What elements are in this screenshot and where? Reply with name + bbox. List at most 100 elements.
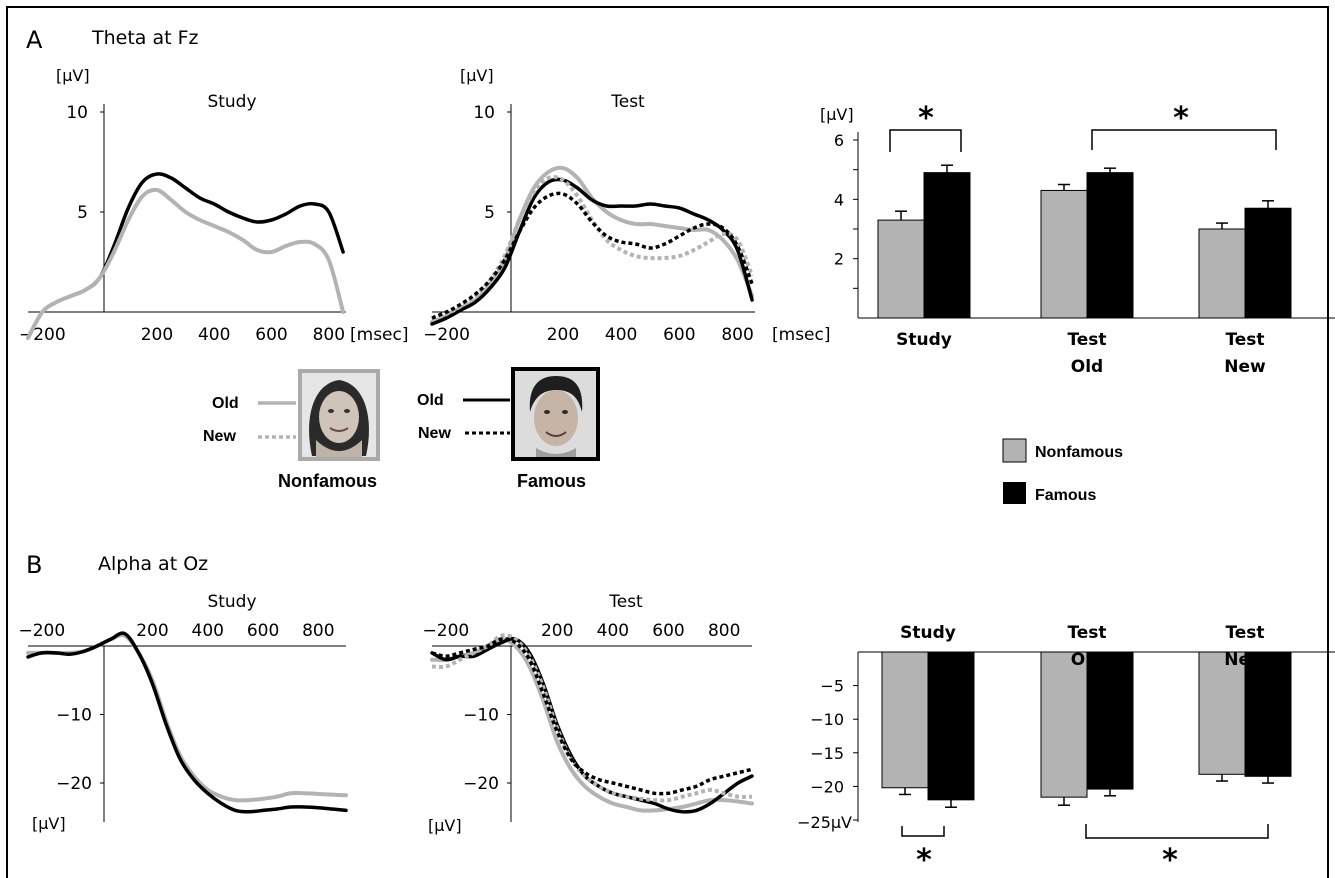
bar-nonfamous-test-old xyxy=(1040,651,1088,798)
alpha-study-chart: −10 −20 −200 200 400 600 800 [μV] Study xyxy=(18,592,348,833)
theta-bar-chart: 2 4 6 Study Test Old Test New [μV] * * xyxy=(820,101,1335,377)
y-tick-label: 5 xyxy=(484,203,495,223)
x-tick-label: −200 xyxy=(19,325,66,345)
theta-test-chart: 5 10 −200 200 400 600 800 [msec] [μV] Test xyxy=(423,66,830,345)
legend-new-label-famous: New xyxy=(418,425,451,442)
panel-a-letter: A xyxy=(26,26,43,54)
chart-title: Study xyxy=(207,92,256,112)
series-line-famous-old xyxy=(430,636,754,814)
category-label: Test xyxy=(1225,623,1264,643)
chart-title: Test xyxy=(608,592,643,612)
bar-famous-study xyxy=(923,172,971,319)
x-tick-label: 400 xyxy=(198,325,230,345)
series-line-nonfamous-old xyxy=(26,187,346,340)
y-axis-label: [μV] xyxy=(820,105,854,124)
face-legend: Old New Nonfamous Old New xyxy=(203,367,600,491)
x-tick-label: 400 xyxy=(597,621,629,641)
y-tick-label: −10 xyxy=(56,706,92,726)
y-tick-label: 10 xyxy=(473,103,495,123)
series-line-famous-old xyxy=(26,172,345,340)
panel-b-letter: B xyxy=(26,551,42,579)
x-tick-label: 800 xyxy=(721,325,753,345)
y-tick-label: −5 xyxy=(820,677,844,696)
legend-old-label-famous: Old xyxy=(417,392,444,409)
y-tick-label: 6 xyxy=(834,131,844,150)
series-line-famous-new xyxy=(431,191,754,320)
panel-a-title: Theta at Fz xyxy=(91,27,199,49)
alpha-test-chart: −10 −20 −200 200 400 600 800 [μV] Test xyxy=(423,592,754,835)
legend-nonfamous-caption: Nonfamous xyxy=(278,471,377,491)
x-axis-label: [msec] xyxy=(772,325,831,345)
y-axis-label: −25μV xyxy=(797,813,852,832)
bar-famous-test-new xyxy=(1244,207,1292,319)
category-label: Test xyxy=(1067,330,1106,350)
significance-bracket-study xyxy=(889,129,962,152)
y-axis-label: [μV] xyxy=(32,814,66,833)
figure-frame xyxy=(6,6,1329,878)
alpha-bar-chart: −5 −10 −15 −20 Study Test Old Test New −25μV * * xyxy=(797,623,1335,878)
theta-study-chart: 5 10 −200 200 400 600 800 [msec] [μV] Study xyxy=(19,66,409,345)
y-tick-label: −20 xyxy=(56,774,92,794)
famous-face-image xyxy=(511,367,600,461)
bar-nonfamous-study xyxy=(881,651,929,789)
x-tick-label: 600 xyxy=(247,621,279,641)
x-tick-label: 600 xyxy=(663,325,695,345)
y-tick-label: −10 xyxy=(463,706,499,726)
legend-bar-nonfamous: Nonfamous xyxy=(1035,444,1123,461)
x-tick-label: −200 xyxy=(18,621,65,641)
category-label: New xyxy=(1224,357,1266,377)
legend-swatch-nonfamous xyxy=(1002,438,1027,463)
y-tick-label: −20 xyxy=(463,774,499,794)
y-tick-label: 4 xyxy=(834,190,844,209)
significance-bracket-test xyxy=(1085,824,1269,839)
x-tick-label: −200 xyxy=(423,325,470,345)
legend-old-label-nonfamous: Old xyxy=(212,395,239,412)
significance-star: * xyxy=(918,101,934,136)
x-tick-label: 600 xyxy=(255,325,287,345)
bar-nonfamous-test-old xyxy=(1040,189,1088,319)
bar-famous-test-old xyxy=(1086,172,1134,319)
bar-famous-test-old xyxy=(1086,651,1134,790)
y-axis-label: [μV] xyxy=(56,66,90,85)
y-tick-label: 5 xyxy=(77,203,88,223)
bar-famous-study xyxy=(927,651,975,801)
y-axis-label: [μV] xyxy=(460,66,494,85)
x-tick-label: 200 xyxy=(141,325,173,345)
significance-star: * xyxy=(916,843,932,878)
x-tick-label: 400 xyxy=(605,325,637,345)
category-label: Old xyxy=(1071,357,1103,377)
category-label: Test xyxy=(1225,330,1264,350)
significance-star: * xyxy=(1162,843,1178,878)
legend-swatch-famous xyxy=(1003,482,1026,504)
category-label: New xyxy=(1224,650,1266,670)
x-tick-label: −200 xyxy=(423,621,470,641)
x-tick-label: 800 xyxy=(302,621,334,641)
x-tick-label: 200 xyxy=(136,621,168,641)
bar-nonfamous-study xyxy=(877,219,925,319)
category-label: Study xyxy=(900,623,956,643)
bar-nonfamous-test-new xyxy=(1198,228,1246,319)
series-line-famous-old xyxy=(26,631,348,814)
legend-new-label-nonfamous: New xyxy=(203,428,236,445)
y-tick-label: −15 xyxy=(810,744,844,763)
series-line-famous-old xyxy=(430,177,754,326)
y-tick-label: 10 xyxy=(66,103,88,123)
x-tick-label: 800 xyxy=(313,325,345,345)
x-tick-label: 800 xyxy=(708,621,740,641)
y-tick-label: −20 xyxy=(810,777,844,796)
bar-famous-test-new xyxy=(1244,651,1292,777)
significance-bracket-study xyxy=(901,826,945,837)
x-tick-label: 600 xyxy=(652,621,684,641)
y-axis-label: [μV] xyxy=(428,816,462,835)
category-label: Study xyxy=(896,330,952,350)
x-axis-label: [msec] xyxy=(350,325,409,345)
chart-title: Study xyxy=(207,592,256,612)
bar-legend: Nonfamous Famous xyxy=(1002,438,1123,504)
x-tick-label: 200 xyxy=(541,621,573,641)
panel-b-title: Alpha at Oz xyxy=(98,553,208,575)
x-tick-label: 400 xyxy=(192,621,224,641)
legend-famous-caption: Famous xyxy=(517,471,586,491)
category-label: Test xyxy=(1067,623,1106,643)
legend-bar-famous: Famous xyxy=(1035,487,1096,504)
